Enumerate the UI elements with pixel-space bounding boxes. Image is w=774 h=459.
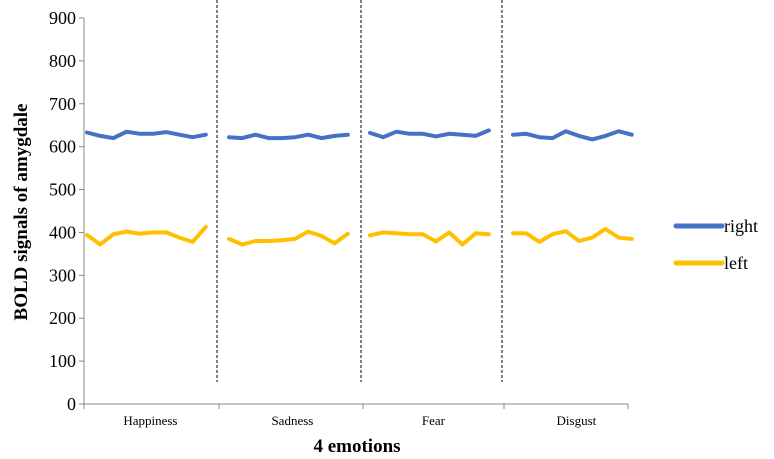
legend: right left bbox=[673, 216, 758, 273]
series-line-right-sadness bbox=[227, 132, 350, 141]
x-axis-title: 4 emotions bbox=[313, 436, 400, 457]
y-tick-label: 800 bbox=[49, 51, 76, 71]
y-axis: 0 100 200 300 400 500 600 700 800 900 bbox=[49, 8, 85, 414]
x-axis: Happiness Sadness Fear Disgust bbox=[83, 403, 629, 428]
y-tick-label: 600 bbox=[49, 137, 76, 157]
x-category-label: Disgust bbox=[557, 413, 597, 428]
y-tick-label: 200 bbox=[49, 308, 76, 328]
y-tick-label: 0 bbox=[67, 394, 76, 414]
plot-area bbox=[85, 128, 634, 247]
series-line-left-happiness bbox=[85, 224, 208, 247]
series-line-right-disgust bbox=[511, 129, 634, 142]
y-tick-label: 400 bbox=[49, 222, 76, 242]
y-axis-title: BOLD signals of amygdale bbox=[11, 104, 32, 321]
series-line-left-sadness bbox=[227, 229, 350, 247]
x-category-label: Sadness bbox=[271, 413, 313, 428]
y-tick-label: 500 bbox=[49, 180, 76, 200]
x-category-label: Happiness bbox=[123, 413, 177, 428]
y-tick-label: 300 bbox=[49, 265, 76, 285]
series-line-left-fear bbox=[368, 230, 491, 247]
series-line-right-fear bbox=[368, 128, 491, 140]
legend-label-left: left bbox=[724, 253, 748, 273]
category-separators bbox=[216, 0, 503, 382]
y-tick-label: 700 bbox=[49, 94, 76, 114]
x-category-label: Fear bbox=[422, 413, 446, 428]
y-tick-label: 100 bbox=[49, 351, 76, 371]
series-line-left-disgust bbox=[511, 227, 634, 244]
legend-label-right: right bbox=[724, 216, 758, 236]
series-line-right-happiness bbox=[85, 129, 208, 141]
y-tick-label: 900 bbox=[49, 8, 76, 28]
